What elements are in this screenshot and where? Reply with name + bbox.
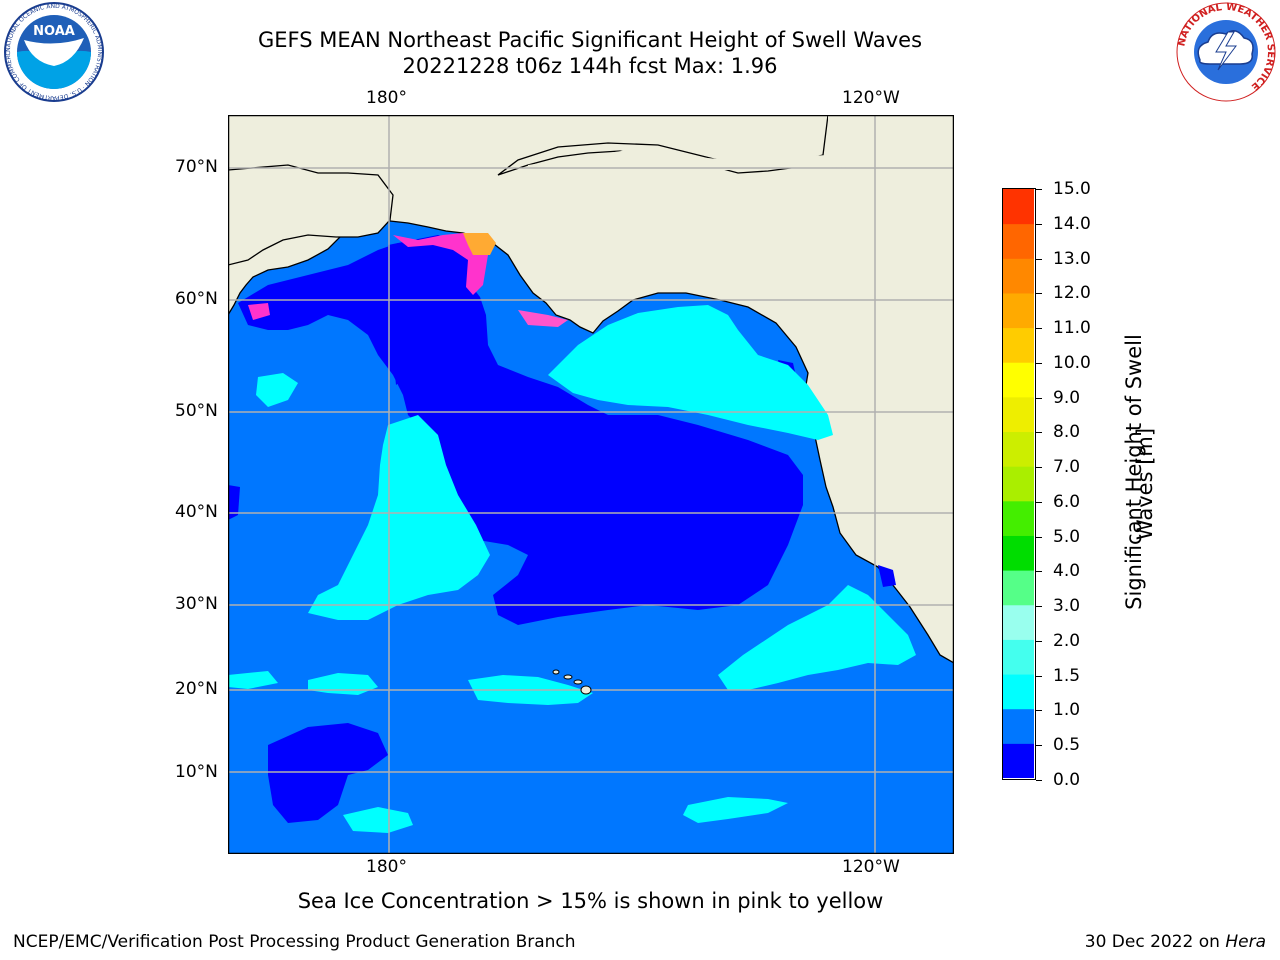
colorbar-swatch bbox=[1003, 223, 1034, 259]
colorbar-tick-mark bbox=[1036, 223, 1042, 225]
colorbar-swatch bbox=[1003, 674, 1034, 710]
ocean-swell-0-0.5 bbox=[228, 235, 896, 823]
lon-label-top-120w: 120°W bbox=[842, 88, 900, 108]
lon-label-bottom-120w: 120°W bbox=[842, 857, 900, 877]
sea-ice-note: Sea Ice Concentration > 15% is shown in … bbox=[297, 889, 884, 913]
colorbar-tick-mark bbox=[1036, 397, 1042, 399]
lat-label-50n: 50°N bbox=[175, 401, 218, 421]
lat-label-30n: 30°N bbox=[175, 594, 218, 614]
colorbar-tick-label: 7.0 bbox=[1053, 457, 1081, 478]
noaa-logo: NATIONAL OCEANIC AND ATMOSPHERIC ADMINIS… bbox=[0, 0, 106, 102]
nws-logo: NATIONAL WEATHER SERVICE bbox=[1176, 2, 1276, 102]
chart-title: GEFS MEAN Northeast Pacific Significant … bbox=[257, 28, 923, 52]
colorbar-tick-label: 10.0 bbox=[1053, 352, 1091, 373]
sea-ice-edge bbox=[248, 233, 568, 327]
colorbar-swatch bbox=[1003, 570, 1034, 606]
footer-date: 30 Dec 2022 on bbox=[1084, 932, 1226, 952]
colorbar-tick-mark bbox=[1036, 710, 1042, 712]
colorbar-swatch bbox=[1003, 189, 1034, 225]
colorbar-tick-label: 6.0 bbox=[1053, 491, 1081, 512]
colorbar-tick-mark bbox=[1036, 258, 1042, 260]
footer-left: NCEP/EMC/Verification Post Processing Pr… bbox=[13, 932, 576, 952]
swell-height-map bbox=[227, 114, 955, 855]
colorbar-swatch bbox=[1003, 604, 1034, 640]
colorbar-tick-label: 12.0 bbox=[1053, 283, 1091, 304]
colorbar-tick-mark bbox=[1036, 467, 1042, 469]
colorbar-tick-label: 15.0 bbox=[1053, 179, 1091, 199]
colorbar-tick-label: 2.0 bbox=[1053, 630, 1081, 651]
footer-machine: Hera bbox=[1225, 932, 1266, 952]
colorbar-tick-label: 5.0 bbox=[1053, 526, 1081, 547]
colorbar-label-line2: Waves [m] bbox=[1133, 427, 1157, 541]
map-panel bbox=[227, 114, 955, 855]
land-interior bbox=[528, 115, 954, 195]
colorbar-tick-mark bbox=[1036, 780, 1042, 781]
colorbar-tick-mark bbox=[1036, 536, 1042, 538]
colorbar-tick-label: 9.0 bbox=[1053, 387, 1081, 408]
lat-label-60n: 60°N bbox=[175, 289, 218, 309]
colorbar-tick-label: 0.5 bbox=[1053, 735, 1081, 756]
colorbar-tick-mark bbox=[1036, 675, 1042, 677]
footer-right: 30 Dec 2022 on Hera bbox=[1085, 932, 1266, 952]
colorbar-tick-mark bbox=[1036, 745, 1042, 747]
colorbar-tick-label: 13.0 bbox=[1053, 248, 1091, 269]
colorbar-swatch bbox=[1003, 466, 1034, 502]
colorbar-swatch bbox=[1003, 327, 1034, 363]
lat-label-70n: 70°N bbox=[175, 157, 218, 177]
colorbar-tick-mark bbox=[1036, 189, 1042, 190]
lon-label-bottom-180: 180° bbox=[366, 857, 407, 877]
colorbar-tick-mark bbox=[1036, 362, 1042, 364]
colorbar-swatch bbox=[1003, 500, 1034, 536]
ocean-swell-1.0-1.5 bbox=[228, 305, 916, 833]
colorbar-tick-label: 8.0 bbox=[1053, 422, 1081, 443]
colorbar-swatch bbox=[1003, 639, 1034, 675]
colorbar-tick-mark bbox=[1036, 501, 1042, 503]
colorbar-swatch bbox=[1003, 535, 1034, 571]
colorbar-swatch bbox=[1003, 292, 1034, 329]
chart-subtitle: 20221228 t06z 144h fcst Max: 1.96 bbox=[402, 54, 778, 78]
colorbar-tick-mark bbox=[1036, 606, 1042, 608]
colorbar-swatch bbox=[1003, 258, 1034, 294]
colorbar-swatch bbox=[1003, 396, 1034, 433]
colorbar-tick-label: 11.0 bbox=[1053, 318, 1091, 339]
colorbar-tick-label: 0.0 bbox=[1053, 770, 1081, 790]
colorbar-swatch bbox=[1003, 431, 1034, 467]
colorbar-swatch bbox=[1003, 362, 1034, 398]
lat-label-20n: 20°N bbox=[175, 679, 218, 699]
colorbar-tick-label: 14.0 bbox=[1053, 213, 1091, 234]
colorbar-tick-mark bbox=[1036, 571, 1042, 573]
colorbar-tick-mark bbox=[1036, 293, 1042, 295]
colorbar-tick-mark bbox=[1036, 640, 1042, 642]
colorbar-tick-label: 1.5 bbox=[1053, 665, 1081, 686]
lat-label-40n: 40°N bbox=[175, 502, 218, 522]
colorbar-tick-label: 3.0 bbox=[1053, 596, 1081, 617]
noaa-logo-text: NOAA bbox=[33, 24, 75, 39]
map-frame bbox=[227, 114, 955, 855]
colorbar bbox=[1002, 188, 1036, 780]
colorbar-tick-label: 1.0 bbox=[1053, 700, 1081, 721]
colorbar-swatches bbox=[1003, 189, 1034, 779]
colorbar-tick-mark bbox=[1036, 432, 1042, 434]
lat-label-10n: 10°N bbox=[175, 762, 218, 782]
colorbar-tick-label: 4.0 bbox=[1053, 561, 1081, 582]
colorbar-swatch bbox=[1003, 708, 1034, 744]
colorbar-swatch bbox=[1003, 743, 1034, 779]
hawaii-islands bbox=[552, 669, 592, 695]
colorbar-tick-mark bbox=[1036, 328, 1042, 330]
lon-label-top-180: 180° bbox=[366, 88, 407, 108]
